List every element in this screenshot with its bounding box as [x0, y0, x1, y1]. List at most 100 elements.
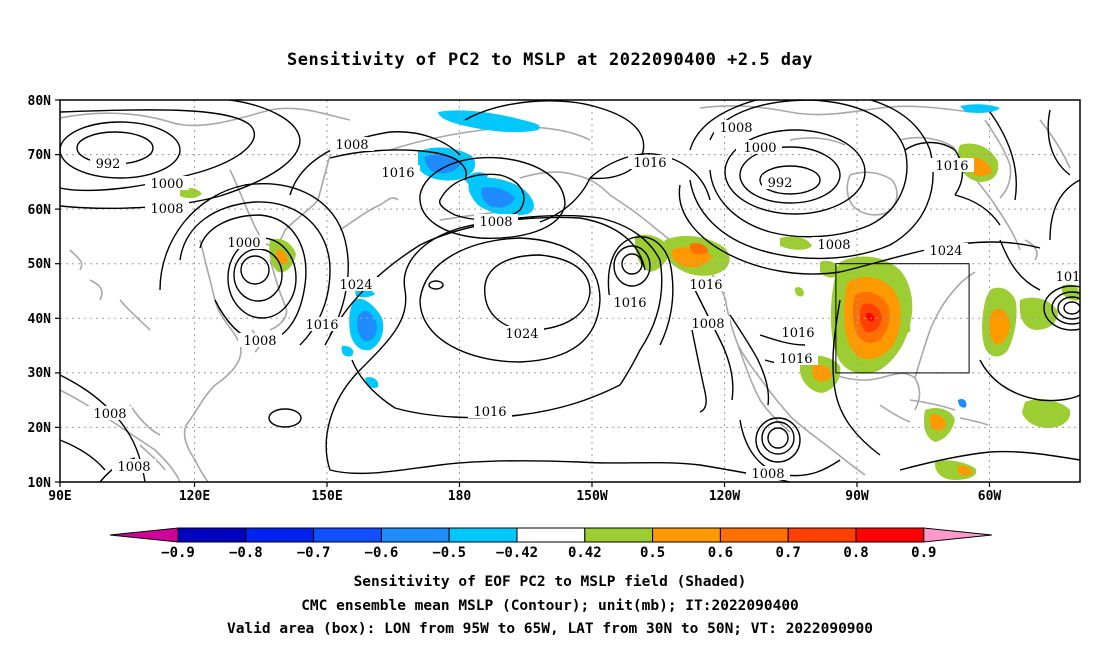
lon-label-120w: 120W — [709, 489, 740, 504]
contour-label: 1008 — [88, 406, 132, 422]
colorbar-segment — [177, 527, 247, 543]
lat-label-10n: 10N — [28, 476, 52, 491]
caption-shaded: Sensitivity of EOF PC2 to MSLP field (Sh… — [353, 574, 747, 590]
lat-label-50n: 50N — [28, 257, 52, 272]
contour-label: 1016 — [930, 158, 974, 174]
contour-label: 1016 — [684, 277, 728, 293]
lat-label-40n: 40N — [28, 312, 52, 327]
lon-label-90e: 90E — [48, 489, 71, 504]
contour-label: 1008 — [474, 214, 518, 230]
svg-text:1016: 1016 — [781, 326, 814, 341]
contour-label: 1008 — [112, 459, 156, 475]
svg-text:1008: 1008 — [691, 317, 724, 332]
contour-label: 1008 — [145, 201, 189, 217]
svg-text:1016: 1016 — [473, 405, 506, 420]
svg-text:1000: 1000 — [227, 236, 260, 251]
coastlines — [60, 105, 1071, 482]
contour-label: 1008 — [746, 466, 790, 482]
caption-valid-area: Valid area (box): LON from 95W to 65W, L… — [226, 621, 873, 637]
svg-text:1024: 1024 — [505, 327, 538, 342]
colorbar-extend-low — [109, 527, 179, 543]
contour-label: 992 — [762, 175, 798, 191]
map-title: Sensitivity of PC2 to MSLP at 2022090400… — [286, 50, 813, 70]
lon-label-150e: 150E — [311, 489, 342, 504]
colorbar-segment — [313, 527, 382, 543]
longitude-labels: 90E 120E 150E 180 150W 120W 90W 60W — [48, 489, 1001, 504]
plot-frame — [59, 99, 1081, 483]
contour-label: 1008 — [812, 237, 856, 253]
svg-text:1008: 1008 — [479, 215, 512, 230]
lat-label-30n: 30N — [28, 366, 52, 381]
contour-label: 992 — [90, 156, 126, 172]
contour-label: 1016 — [300, 317, 344, 333]
svg-text:1008: 1008 — [150, 202, 183, 217]
svg-text:1008: 1008 — [751, 467, 784, 482]
colorbar-tick-label: 0.7 — [776, 545, 801, 561]
lat-label-70n: 70N — [28, 148, 52, 163]
colorbar-tick-label: −0.8 — [229, 545, 263, 561]
svg-text:1008: 1008 — [93, 407, 126, 422]
svg-text:1016: 1016 — [381, 166, 414, 181]
svg-text:1008: 1008 — [243, 334, 276, 349]
contour-label: 1008 — [238, 333, 282, 349]
svg-text:1008: 1008 — [719, 121, 752, 136]
lat-label-20n: 20N — [28, 421, 52, 436]
lon-label-120e: 120E — [179, 489, 210, 504]
contour-label: 101 — [1050, 269, 1080, 285]
contour-label: 1016 — [628, 155, 672, 171]
contour-label: 1016 — [376, 165, 420, 181]
valid-area-box — [835, 263, 970, 374]
svg-text:1008: 1008 — [335, 138, 368, 153]
svg-text:1016: 1016 — [613, 296, 646, 311]
colorbar-tick-label: −0.42 — [496, 545, 538, 561]
svg-text:1016: 1016 — [633, 156, 666, 171]
svg-text:1016: 1016 — [779, 352, 812, 367]
colorbar-tick-label: 0.9 — [911, 545, 936, 561]
svg-text:1024: 1024 — [339, 278, 372, 293]
lon-label-60w: 60W — [978, 489, 1002, 504]
colorbar-segment — [787, 527, 857, 543]
contour-label: 1016 — [468, 404, 512, 420]
contour-label: 1008 — [686, 316, 730, 332]
colorbar-extend-high — [923, 527, 992, 543]
contour-labels: 992 1000 1008 1000 1008 1016 1008 1000 1… — [88, 120, 1080, 482]
contour-label: 1016 — [608, 295, 652, 311]
colorbar-tick-label: 0.6 — [708, 545, 733, 561]
colorbar-tick-label: −0.7 — [297, 545, 331, 561]
colorbar-segment — [719, 527, 789, 543]
colorbar-segment — [245, 527, 315, 543]
colorbar-tick-label: −0.9 — [161, 545, 195, 561]
svg-text:992: 992 — [768, 176, 793, 191]
mslp-contours — [60, 100, 1080, 482]
colorbar-segment — [448, 527, 518, 543]
contour-label: 1016 — [776, 325, 820, 341]
svg-text:1008: 1008 — [817, 238, 850, 253]
contour-label: 1016 — [774, 351, 818, 367]
colorbar-segment — [584, 527, 654, 543]
colorbar-segment — [516, 527, 586, 543]
contour-label: 1000 — [222, 235, 266, 251]
lon-label-150w: 150W — [576, 489, 607, 504]
svg-text:1024: 1024 — [929, 244, 962, 259]
colorbar-segment — [652, 527, 721, 543]
latitude-labels: 80N 70N 60N 50N 40N 30N 20N 10N — [28, 94, 52, 491]
colorbar-tick-label: 0.5 — [640, 545, 665, 561]
contour-label: 1024 — [924, 243, 968, 259]
svg-text:1000: 1000 — [743, 141, 776, 156]
colorbar: −0.9 −0.8 −0.7 −0.6 −0.5 −0.42 0.42 0.5 0.6 0.7 0.… — [109, 527, 992, 561]
colorbar-tick-label: 0.8 — [843, 545, 868, 561]
lon-label-90w: 90W — [845, 489, 869, 504]
colorbar-tick-label: 0.42 — [568, 545, 602, 561]
colorbar-segment — [855, 527, 925, 543]
contour-label: 1024 — [500, 326, 544, 342]
contour-label: 1008 — [714, 120, 758, 136]
caption-contour: CMC ensemble mean MSLP (Contour); unit(m… — [301, 598, 799, 614]
contour-label: 1024 — [334, 277, 378, 293]
svg-text:1016: 1016 — [689, 278, 722, 293]
lat-label-80n: 80N — [28, 94, 52, 109]
axis-ticks — [55, 99, 991, 487]
colorbar-tick-label: −0.5 — [432, 545, 466, 561]
svg-text:1008: 1008 — [117, 460, 150, 475]
svg-text:101: 101 — [1056, 270, 1081, 285]
